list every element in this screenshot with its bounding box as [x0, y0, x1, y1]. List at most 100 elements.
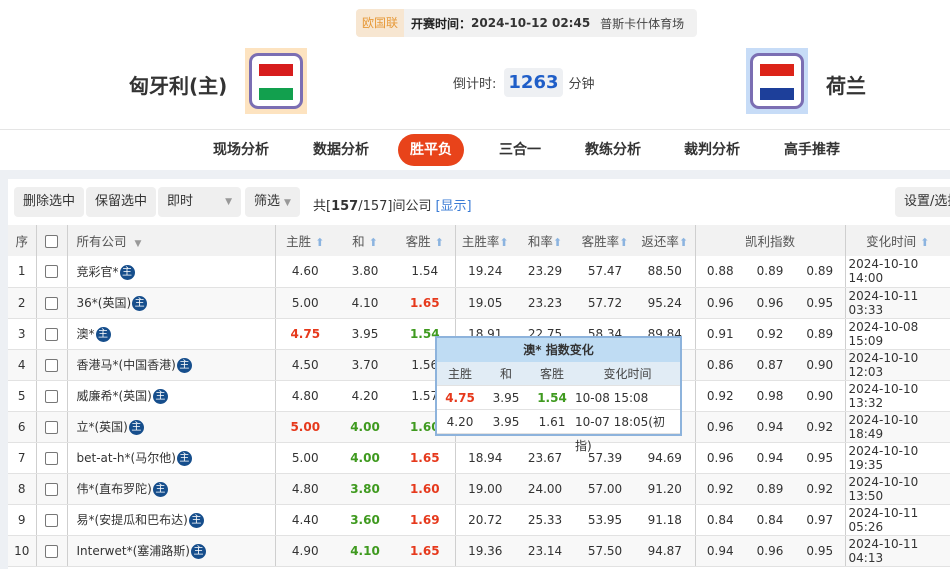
- sort-arrow-icon[interactable]: ⬆: [315, 236, 325, 249]
- checkbox[interactable]: [45, 235, 58, 248]
- company-cell[interactable]: 易*(安提瓜和巴布达) 主: [66, 504, 275, 536]
- company-name[interactable]: 36*(英国): [76, 296, 132, 310]
- row-checkbox-cell[interactable]: [35, 504, 67, 536]
- checkbox[interactable]: [45, 513, 58, 527]
- header-time[interactable]: 变化时间 ⬆: [844, 225, 950, 256]
- away-odds[interactable]: 1.65: [395, 287, 455, 319]
- delete-selected-button[interactable]: 删除选中: [14, 187, 85, 217]
- company-name[interactable]: Interwet*(塞浦路斯): [76, 544, 190, 558]
- table-row[interactable]: 1 竞彩官* 主 4.60 3.80 1.54 19.24 23.29 57.47 88.50 0.…: [8, 256, 950, 288]
- checkbox[interactable]: [45, 327, 58, 341]
- tab-win-draw-loss[interactable]: 胜平负: [398, 134, 464, 166]
- away-team-name[interactable]: 荷兰: [826, 74, 866, 98]
- table-row[interactable]: 9 易*(安提瓜和巴布达) 主 4.40 3.60 1.69 20.72 25.33 53.95…: [8, 504, 950, 536]
- filter-button[interactable]: 筛选 ▼: [245, 187, 300, 217]
- header-company[interactable]: 所有公司 ▼: [66, 225, 275, 256]
- company-cell[interactable]: 香港马*(中国香港) 主: [66, 349, 275, 381]
- tab-coach-analysis[interactable]: 教练分析: [585, 142, 641, 158]
- checkbox[interactable]: [45, 296, 58, 310]
- draw-odds[interactable]: 4.10: [335, 535, 395, 567]
- table-row[interactable]: 7 bet-at-h*(马尔他) 主 5.00 4.00 1.65 18.94 23.67 57…: [8, 442, 950, 474]
- draw-odds[interactable]: 3.95: [335, 318, 395, 350]
- company-name[interactable]: 易*(安提瓜和巴布达): [76, 513, 188, 527]
- draw-odds[interactable]: 3.80: [335, 473, 395, 505]
- show-link[interactable]: [显示]: [435, 199, 472, 214]
- tab-data-analysis[interactable]: 数据分析: [313, 142, 369, 158]
- checkbox[interactable]: [45, 358, 58, 372]
- company-name[interactable]: 立*(英国): [76, 420, 128, 434]
- sort-arrow-icon[interactable]: ⬆: [678, 236, 689, 249]
- away-odds[interactable]: 1.60: [395, 473, 455, 505]
- tab-expert-picks[interactable]: 高手推荐: [784, 142, 840, 158]
- row-checkbox-cell[interactable]: [35, 349, 67, 381]
- row-checkbox-cell[interactable]: [35, 318, 67, 350]
- draw-odds[interactable]: 3.80: [335, 256, 395, 288]
- company-cell[interactable]: bet-at-h*(马尔他) 主: [66, 442, 275, 474]
- company-cell[interactable]: 威廉希*(英国) 主: [66, 380, 275, 412]
- company-name[interactable]: 竞彩官*: [76, 264, 119, 279]
- draw-odds[interactable]: 4.00: [335, 411, 395, 443]
- header-return-rate[interactable]: 返还率⬆: [635, 225, 695, 256]
- mode-select[interactable]: 即时 ▼: [158, 187, 241, 217]
- company-cell[interactable]: Interwet*(塞浦路斯) 主: [66, 535, 275, 567]
- company-cell[interactable]: 立*(英国) 主: [66, 411, 275, 443]
- header-draw[interactable]: 和 ⬆: [335, 225, 395, 256]
- sort-arrow-icon[interactable]: ⬆: [619, 236, 629, 249]
- header-select-all[interactable]: [35, 225, 67, 256]
- home-odds[interactable]: 5.00: [274, 442, 335, 474]
- tab-live-analysis[interactable]: 现场分析: [213, 142, 269, 158]
- home-odds[interactable]: 4.75: [274, 318, 335, 350]
- home-odds[interactable]: 4.90: [274, 535, 335, 567]
- draw-odds[interactable]: 3.60: [335, 504, 395, 536]
- row-checkbox-cell[interactable]: [35, 535, 67, 567]
- away-flag-icon[interactable]: [746, 48, 808, 114]
- home-odds[interactable]: 4.60: [274, 256, 335, 288]
- checkbox[interactable]: [45, 544, 58, 558]
- table-row[interactable]: 10 Interwet*(塞浦路斯) 主 4.90 4.10 1.65 19.36 23.14…: [8, 535, 950, 567]
- tab-three-in-one[interactable]: 三合一: [499, 142, 541, 158]
- away-odds[interactable]: 1.69: [395, 504, 455, 536]
- checkbox[interactable]: [45, 265, 58, 279]
- sort-arrow-icon[interactable]: ⬆: [499, 236, 509, 249]
- table-row[interactable]: 3 澳* 主 4.75 3.95 1.54 18.91 22.75 58.34 89.84 0.91…: [8, 318, 950, 350]
- draw-odds[interactable]: 4.00: [335, 442, 395, 474]
- checkbox[interactable]: [45, 420, 58, 434]
- keep-selected-button[interactable]: 保留选中: [86, 187, 157, 217]
- row-checkbox-cell[interactable]: [35, 256, 67, 288]
- sort-arrow-icon[interactable]: ⬆: [434, 236, 444, 249]
- header-home-rate[interactable]: 主胜率⬆: [454, 225, 515, 256]
- checkbox[interactable]: [45, 482, 58, 496]
- checkbox[interactable]: [45, 451, 58, 465]
- company-name[interactable]: 伟*(直布罗陀): [76, 482, 152, 496]
- home-flag-icon[interactable]: [245, 48, 307, 114]
- league-tag[interactable]: 欧国联: [356, 9, 405, 37]
- home-odds[interactable]: 4.80: [274, 380, 335, 412]
- away-odds[interactable]: 1.65: [395, 535, 455, 567]
- header-home[interactable]: 主胜 ⬆: [274, 225, 335, 256]
- checkbox[interactable]: [45, 389, 58, 403]
- table-row[interactable]: 8 伟*(直布罗陀) 主 4.80 3.80 1.60 19.00 24.00 57.00 91.…: [8, 473, 950, 505]
- sort-arrow-icon[interactable]: ⬆: [552, 236, 563, 249]
- sort-arrow-icon[interactable]: ⬆: [920, 236, 930, 249]
- home-team-name[interactable]: 匈牙利(主): [129, 74, 228, 98]
- home-odds[interactable]: 4.40: [274, 504, 335, 536]
- draw-odds[interactable]: 4.20: [335, 380, 395, 412]
- company-name[interactable]: 威廉希*(英国): [76, 389, 152, 403]
- tab-referee-analysis[interactable]: 裁判分析: [684, 142, 740, 158]
- draw-odds[interactable]: 3.70: [335, 349, 395, 381]
- sort-arrow-icon[interactable]: ⬆: [368, 236, 378, 249]
- home-odds[interactable]: 4.50: [274, 349, 335, 381]
- company-name[interactable]: 澳*: [76, 327, 95, 341]
- header-away-rate[interactable]: 客胜率⬆: [575, 225, 635, 256]
- row-checkbox-cell[interactable]: [35, 411, 67, 443]
- company-cell[interactable]: 伟*(直布罗陀) 主: [66, 473, 275, 505]
- home-odds[interactable]: 4.80: [274, 473, 335, 505]
- company-name[interactable]: bet-at-h*(马尔他): [76, 451, 176, 465]
- header-draw-rate[interactable]: 和率⬆: [515, 225, 575, 256]
- draw-odds[interactable]: 4.10: [335, 287, 395, 319]
- row-checkbox-cell[interactable]: [35, 380, 67, 412]
- company-cell[interactable]: 澳* 主: [66, 318, 275, 350]
- company-name[interactable]: 香港马*(中国香港): [76, 358, 176, 372]
- row-checkbox-cell[interactable]: [35, 473, 67, 505]
- settings-button[interactable]: 设置/选择: [895, 187, 950, 217]
